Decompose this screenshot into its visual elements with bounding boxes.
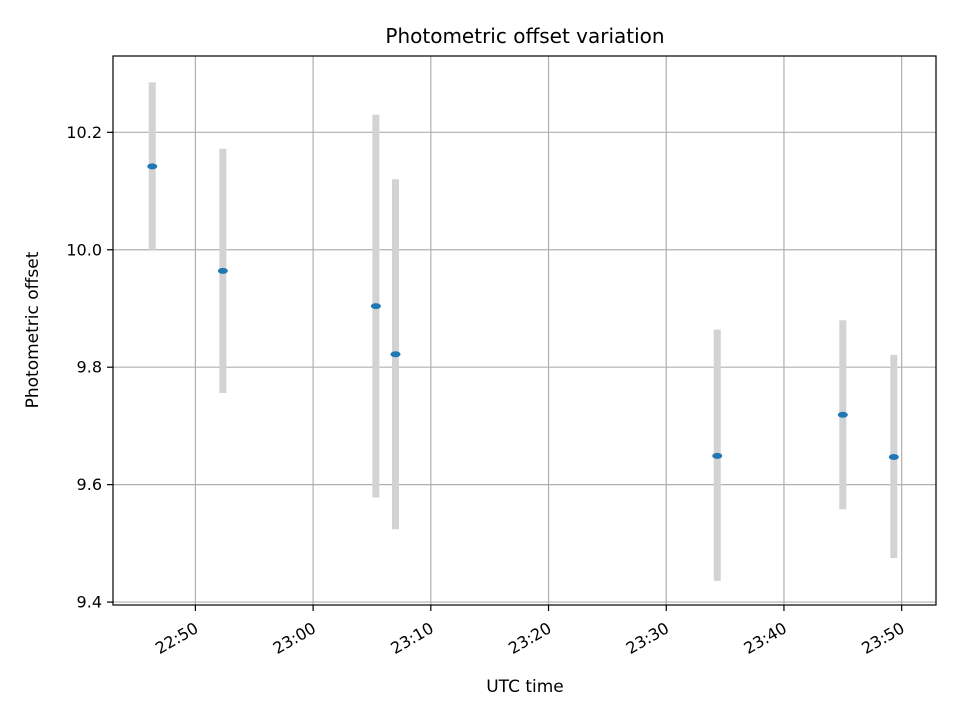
- y-axis-ticks: 9.4 9.6 9.8 10.0 10.2: [66, 123, 113, 612]
- data-point: [712, 452, 723, 459]
- plot-area-frame: [112, 55, 937, 606]
- y-tick-label: 9.4: [77, 593, 102, 612]
- x-axis-label: UTC time: [486, 677, 564, 697]
- y-tick-label: 9.8: [77, 358, 102, 377]
- data-point: [370, 303, 381, 310]
- data-point: [837, 411, 848, 418]
- y-axis-label: Photometric offset: [23, 251, 43, 408]
- data-point: [888, 454, 899, 461]
- data-point: [217, 267, 228, 274]
- data-point: [390, 351, 401, 358]
- chart-title: Photometric offset variation: [385, 24, 664, 48]
- data-points: [147, 163, 899, 461]
- grid-lines: [113, 56, 936, 605]
- data-point: [147, 163, 158, 170]
- y-tick-label: 9.6: [77, 475, 102, 494]
- y-tick-label: 10.2: [66, 123, 102, 142]
- y-tick-label: 10.0: [66, 240, 102, 259]
